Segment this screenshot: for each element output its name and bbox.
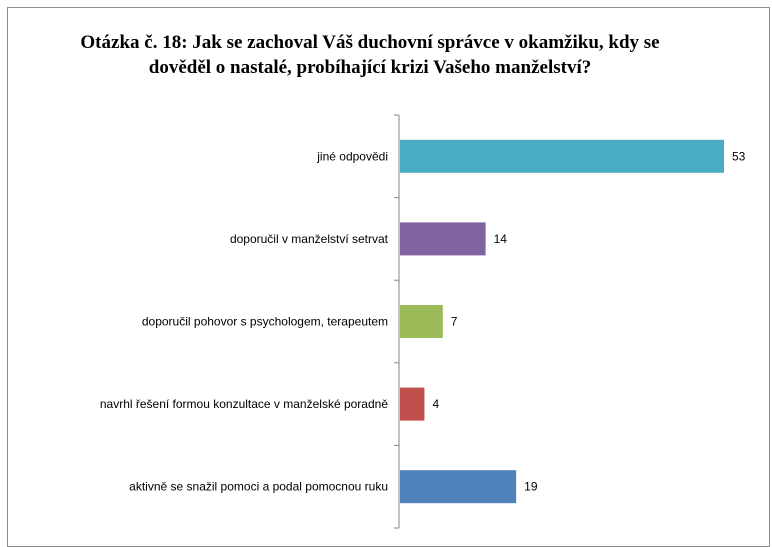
category-label-1: jiné odpovědi xyxy=(316,149,388,163)
data-label-3: 7 xyxy=(451,315,458,329)
bar-4 xyxy=(400,387,425,421)
bar-3 xyxy=(400,305,443,338)
chart-title-line-2: dověděl o nastalé, probíhající krizi Vaš… xyxy=(148,57,592,78)
category-label-4: navrhl řešení formou konzultace v manžel… xyxy=(100,397,388,411)
data-label-4: 4 xyxy=(432,397,439,411)
data-label-2: 14 xyxy=(494,232,508,246)
bar-2 xyxy=(400,222,486,256)
data-label-5: 19 xyxy=(524,480,538,494)
bar-1 xyxy=(400,139,724,173)
bar-5 xyxy=(400,470,517,504)
data-label-1: 53 xyxy=(732,149,746,163)
chart-title-line-1: Otázka č. 18: Jak se zachoval Váš duchov… xyxy=(80,32,660,53)
category-label-5: aktivně se snažil pomoci a podal pomocno… xyxy=(129,480,388,494)
chart-frame xyxy=(7,7,770,547)
category-label-2: doporučil v manželství setrvat xyxy=(230,232,389,246)
category-label-3: doporučil pohovor s psychologem, terapeu… xyxy=(142,315,388,329)
chart-title: Otázka č. 18: Jak se zachoval Váš duchov… xyxy=(40,30,700,80)
